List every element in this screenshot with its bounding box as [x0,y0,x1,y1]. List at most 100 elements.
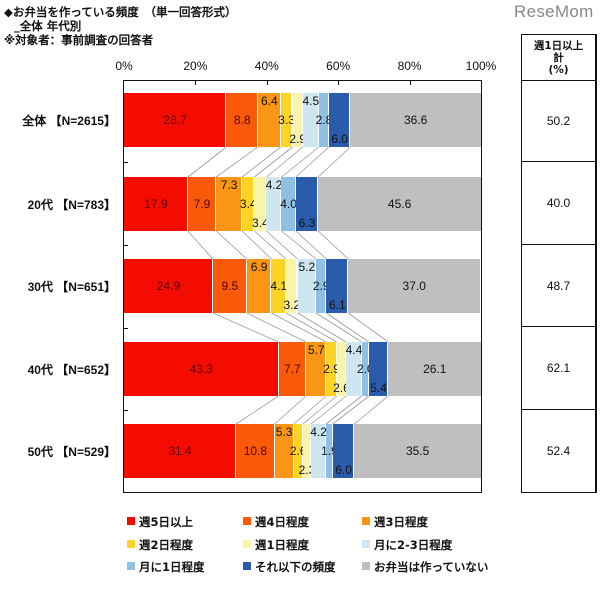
weekly-total-table: 週1日以上 計 (%) 50.2 40.0 48.7 62.1 52.4 [521,34,597,493]
bar-segment [328,93,351,147]
category-label: 全体 【N=2615】 [22,114,116,128]
bar-segment [350,93,481,147]
legend-item: 月に2-3日程度 [362,538,452,552]
data-label: 5.2 [298,260,316,274]
bar-segment [212,259,247,313]
bar-segment [266,177,282,231]
x-tick-label: 20% [183,59,208,73]
data-label: 6.0 [335,463,352,477]
legend-swatch-icon [362,517,370,525]
y-tick [123,245,128,246]
bar-segment [274,424,294,478]
bar-segment [311,424,327,478]
x-tick-label: 80% [397,59,422,73]
bar-segment [326,259,349,313]
data-label: 36.6 [403,113,428,127]
data-label: 31.4 [168,444,192,458]
bar-segment [318,177,481,231]
bar-segment [226,93,258,147]
x-tick [338,80,340,85]
legend-item: 週3日程度 [362,515,428,529]
data-label: 37.0 [402,279,426,293]
data-label: 2.9 [289,132,307,146]
plot-frame [123,80,482,493]
bar-segment [187,177,217,231]
data-label: 2.6 [333,381,350,395]
data-label: 3.4 [252,216,269,230]
category-label: 30代 【N=651】 [27,280,116,294]
data-label: 4.0 [280,197,297,211]
bar-segment [306,342,327,396]
data-label: 3.4 [239,197,257,211]
data-label: 3.3 [278,113,295,127]
legend-swatch-icon [362,540,370,548]
data-label: 2.8 [315,113,333,127]
table-cell: 48.7 [522,245,595,327]
table-header-line3: (%) [548,64,569,76]
table-cell: 52.4 [546,444,571,458]
bar-segment [124,259,213,313]
bar-segment [124,342,279,396]
legend-label: 週2日程度 [139,538,194,552]
bar-segment [278,342,307,396]
bar-segment [326,342,337,396]
data-label: 10.8 [243,444,268,458]
data-label: 24.9 [156,279,181,293]
x-tick-label: 60% [326,59,351,73]
data-label: 4.4 [345,343,363,357]
data-label: 7.9 [193,197,211,211]
data-label: 5.4 [370,381,387,395]
x-tick-label: 0% [115,59,133,73]
bar-segment [242,177,255,231]
data-label: 43.3 [189,362,213,376]
chart-title: ◆お弁当を作っている頻度 （単一回答形式） [4,5,237,19]
legend-item: お弁当は作っていない [362,560,488,574]
legend-label: 週4日程度 [255,515,310,529]
bar-segment [286,259,298,313]
legend-swatch-icon [362,562,370,570]
resemom-logo: ReseMom [514,2,594,21]
bar-segment [316,259,327,313]
legend-label: お弁当は作っていない [374,560,489,574]
table-cell: 40.0 [522,162,595,245]
data-label: 5.3 [275,425,293,439]
legend-item: 月に1日程度 [127,560,205,574]
bar-segment [302,93,319,147]
legend-item: 週1日程度 [243,538,309,552]
x-tick [266,80,268,85]
legend-label: 月に1日程度 [139,560,205,574]
bar-segment [295,177,319,231]
legend-swatch-icon [127,540,135,548]
bar-segment [281,177,296,231]
table-header-line1: 週1日以上 [533,40,584,52]
x-tick-label: 100% [465,59,497,73]
data-label: 26.1 [423,362,447,376]
bar-segment [388,342,482,396]
x-tick [195,80,197,85]
data-label: 2.6 [289,444,307,458]
data-label: 8.8 [233,113,251,127]
legend-swatch-icon [243,540,251,548]
data-label: 35.5 [405,444,430,458]
bar-segment [124,424,237,478]
data-label: 7.3 [220,178,238,192]
bar-segment [124,93,227,147]
y-tick [123,327,128,329]
legend-swatch-icon [243,562,251,570]
data-label: 6.9 [250,260,268,274]
category-label: 20代 【N=783】 [27,198,116,212]
legend-label: 週1日程度 [255,538,310,552]
bar-segment [246,259,272,313]
data-label: 4.2 [310,425,327,439]
table-header-line2: 計 [553,52,564,64]
y-tick [123,410,128,411]
chart-subtitle: _全体 年代別 [14,19,82,33]
legend-item: 週5日以上 [127,515,193,529]
table-header: 週1日以上 計 (%) [522,35,595,81]
data-label: 6.0 [331,132,348,146]
data-label: 17.9 [144,197,168,211]
data-label: 45.6 [387,197,412,211]
table-cell: 50.2 [522,81,595,162]
chart-note: ※対象者：事前調査の回答者 [4,33,154,47]
bar-segment [292,93,303,147]
